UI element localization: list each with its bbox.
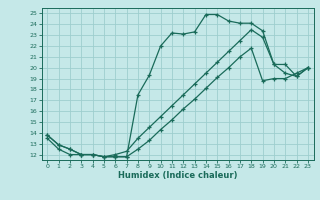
X-axis label: Humidex (Indice chaleur): Humidex (Indice chaleur) — [118, 171, 237, 180]
